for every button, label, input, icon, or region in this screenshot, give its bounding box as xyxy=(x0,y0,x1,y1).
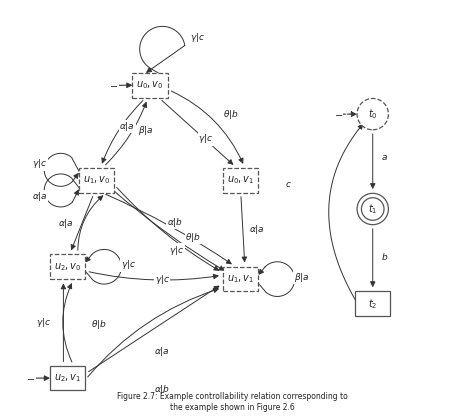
Circle shape xyxy=(357,194,388,224)
Text: $u_2, v_1$: $u_2, v_1$ xyxy=(54,372,81,384)
Text: $\gamma|c$: $\gamma|c$ xyxy=(36,316,51,329)
Text: $\alpha|b$: $\alpha|b$ xyxy=(154,383,171,396)
Text: $t_2$: $t_2$ xyxy=(368,297,378,311)
Text: $c$: $c$ xyxy=(285,180,292,189)
Text: $-$: $-$ xyxy=(109,80,118,90)
Text: $\gamma|c$: $\gamma|c$ xyxy=(121,258,136,271)
Text: $u_0, v_1$: $u_0, v_1$ xyxy=(227,174,254,186)
Text: $\gamma|c$: $\gamma|c$ xyxy=(190,31,205,44)
FancyBboxPatch shape xyxy=(50,366,85,390)
Text: $\alpha|a$: $\alpha|a$ xyxy=(249,223,265,236)
Text: $b$: $b$ xyxy=(381,251,388,262)
FancyBboxPatch shape xyxy=(355,291,390,316)
FancyBboxPatch shape xyxy=(223,168,258,193)
Text: $\gamma|c$: $\gamma|c$ xyxy=(198,133,213,145)
Text: $\alpha|b$: $\alpha|b$ xyxy=(166,216,183,229)
FancyBboxPatch shape xyxy=(223,267,258,291)
Text: $\alpha|a$: $\alpha|a$ xyxy=(32,190,47,203)
Text: $\theta|b$: $\theta|b$ xyxy=(223,108,239,121)
Circle shape xyxy=(361,198,384,220)
Text: $\gamma|c$: $\gamma|c$ xyxy=(32,157,47,170)
Text: $t_1$: $t_1$ xyxy=(368,202,378,216)
Text: $\beta|a$: $\beta|a$ xyxy=(138,124,154,137)
Text: $u_2, v_0$: $u_2, v_0$ xyxy=(54,261,81,273)
Text: $\theta|b$: $\theta|b$ xyxy=(91,318,106,331)
Text: $\alpha|a$: $\alpha|a$ xyxy=(58,217,73,230)
Text: $-$: $-$ xyxy=(333,109,343,119)
Text: $u_0, v_0$: $u_0, v_0$ xyxy=(136,79,164,91)
FancyBboxPatch shape xyxy=(133,73,167,98)
Text: $\alpha|a$: $\alpha|a$ xyxy=(154,345,170,358)
FancyBboxPatch shape xyxy=(50,255,85,279)
Text: $u_1, v_0$: $u_1, v_0$ xyxy=(83,174,110,186)
Circle shape xyxy=(357,99,388,130)
Text: $\gamma|c$: $\gamma|c$ xyxy=(155,273,170,285)
Text: $-$: $-$ xyxy=(27,373,36,383)
Text: Figure 2.7: Example controllability relation corresponding to
the example shown : Figure 2.7: Example controllability rela… xyxy=(117,393,348,412)
FancyBboxPatch shape xyxy=(79,168,114,193)
Text: $\theta|b$: $\theta|b$ xyxy=(186,231,201,244)
Text: $\alpha|a$: $\alpha|a$ xyxy=(120,120,135,133)
Text: $a$: $a$ xyxy=(381,153,388,162)
Text: $\beta|a$: $\beta|a$ xyxy=(294,270,309,283)
Text: $u_1, v_1$: $u_1, v_1$ xyxy=(227,273,254,285)
Text: $t_0$: $t_0$ xyxy=(368,107,378,121)
Text: $\gamma|c$: $\gamma|c$ xyxy=(169,244,185,257)
